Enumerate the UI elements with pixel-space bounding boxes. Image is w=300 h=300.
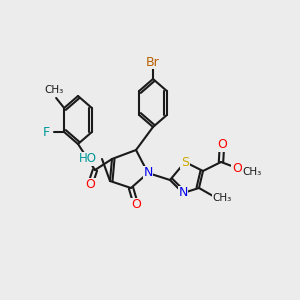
Text: CH₃: CH₃ (242, 167, 262, 177)
Text: O: O (131, 199, 141, 212)
Text: N: N (178, 187, 188, 200)
Text: O: O (232, 161, 242, 175)
Text: O: O (217, 139, 227, 152)
Text: F: F (43, 125, 50, 139)
Text: N: N (143, 167, 153, 179)
Text: O: O (85, 178, 95, 191)
Text: CH₃: CH₃ (212, 193, 232, 203)
Text: HO: HO (79, 152, 97, 166)
Text: CH₃: CH₃ (44, 85, 64, 95)
Text: O: O (232, 161, 242, 175)
Text: CH₃: CH₃ (242, 167, 262, 177)
Text: Br: Br (146, 56, 160, 68)
Text: N: N (143, 167, 153, 179)
Text: Br: Br (146, 56, 160, 68)
Text: O: O (85, 178, 95, 191)
Text: O: O (131, 199, 141, 212)
Text: HO: HO (79, 152, 97, 166)
Text: F: F (43, 125, 50, 139)
Text: S: S (181, 155, 189, 169)
Text: S: S (181, 155, 189, 169)
Text: O: O (217, 139, 227, 152)
Text: CH₃: CH₃ (44, 85, 64, 95)
Text: CH₃: CH₃ (212, 193, 232, 203)
Text: N: N (178, 187, 188, 200)
